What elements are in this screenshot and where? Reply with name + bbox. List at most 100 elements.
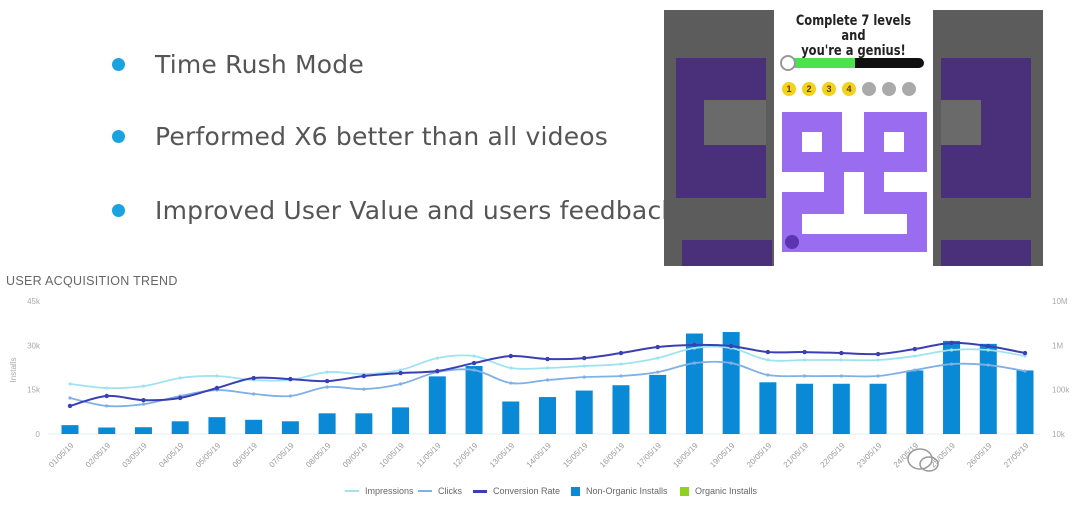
point-impressions [656,356,660,360]
y-tick-label: 30k [27,341,41,350]
ball [785,235,799,249]
point-clicks [692,361,697,365]
y2-tick-label: 10k [1052,430,1066,439]
y-axis-label: Installs [9,358,18,383]
bar-non-organic-installs [428,376,446,434]
y2-tick-label: 100k [1052,386,1070,395]
game-title: Complete 7 levels and you're a genius! [788,14,918,59]
point-conversion-rate [875,351,881,357]
x-tick-label: 19/05/19 [708,441,737,470]
legend-label: Impressions [365,486,414,496]
x-tick-label: 20/05/19 [745,441,774,470]
point-conversion-rate [104,393,109,399]
point-impressions [839,358,843,362]
x-tick-label: 12/05/19 [451,441,480,470]
level-badge [882,82,896,96]
point-impressions [692,346,697,350]
point-impressions [545,366,550,370]
legend-conversion-rate[interactable]: Conversion Rate [473,486,560,496]
point-impressions [178,376,182,380]
point-conversion-rate [324,378,330,384]
point-clicks [398,382,403,386]
point-clicks [766,373,770,377]
point-impressions [582,364,586,368]
game-title-line: you're a genius! [801,43,906,59]
x-tick-label: 17/05/19 [635,441,664,470]
maze-board [782,112,927,252]
point-clicks [472,368,476,372]
point-impressions [876,358,880,362]
point-conversion-rate [67,403,73,409]
point-conversion-rate [839,350,844,356]
point-clicks [545,378,550,382]
level-badge [902,82,916,96]
progress-bar [786,58,924,68]
legend-label: Non-Organic Installs [586,486,668,496]
bullet-text: Improved User Value and users feedback [155,196,677,225]
point-conversion-rate [655,344,660,350]
game-title-line: Complete 7 levels and [795,13,912,44]
x-tick-label: 14/05/19 [525,441,554,470]
point-conversion-rate [618,350,624,356]
point-conversion-rate [471,360,477,366]
legend-label: Conversion Rate [493,486,561,496]
bar-non-organic-installs [98,427,116,434]
legend-label: Clicks [438,486,462,496]
progress-fill [786,58,855,68]
point-clicks [252,392,256,396]
x-tick-label: 27/05/19 [1002,441,1031,470]
y-tick-label: 45k [27,297,41,306]
level-badge [862,82,876,96]
bar-non-organic-installs [245,419,263,434]
x-tick-label: 09/05/19 [341,441,370,470]
bar-non-organic-installs [832,383,850,434]
legend-organic-installs[interactable]: Organic Installs [680,486,757,496]
point-impressions [325,370,329,374]
point-conversion-rate [251,375,256,381]
game-panel: Complete 7 levels and you're a genius! 1… [774,10,933,266]
bar-non-organic-installs [575,390,593,434]
bar-non-organic-installs [979,343,997,434]
x-tick-label: 22/05/19 [818,441,847,470]
x-tick-label: 01/05/19 [47,441,76,470]
bar-non-organic-installs [759,382,777,434]
bar-non-organic-installs [134,427,152,434]
legend-impressions[interactable]: Impressions [345,486,414,496]
point-clicks [362,387,366,391]
bullet-item: Improved User Value and users feedback [112,196,676,225]
point-impressions [509,366,513,370]
point-clicks [509,381,513,385]
bullet-text: Performed X6 better than all videos [155,122,608,151]
bar-non-organic-installs [906,370,924,434]
point-conversion-rate [508,353,513,359]
point-conversion-rate [288,376,293,382]
point-impressions [1023,354,1027,358]
point-conversion-rate [986,343,991,349]
point-impressions [435,356,439,360]
point-impressions [398,368,403,372]
bar-non-organic-installs [869,383,887,434]
point-impressions [803,358,807,362]
point-conversion-rate [141,397,146,403]
x-tick-label: 02/05/19 [84,441,113,470]
bar-non-organic-installs [539,397,556,434]
x-tick-label: 26/05/19 [965,441,994,470]
x-tick-label: 06/05/19 [231,441,260,470]
point-conversion-rate [214,385,220,391]
x-tick-label: 03/05/19 [120,441,149,470]
x-tick-label: 10/05/19 [378,441,407,470]
x-tick-label: 16/05/19 [598,441,627,470]
x-tick-label: 11/05/19 [415,441,443,469]
bar-non-organic-installs [208,417,226,434]
point-clicks [325,385,329,389]
bar-non-organic-installs [685,333,703,434]
point-conversion-rate [435,368,440,374]
x-tick-label: 13/05/19 [488,441,517,470]
x-tick-label: 05/05/19 [194,441,223,470]
legend-non-organic-installs[interactable]: Non-Organic Installs [571,486,668,496]
legend-clicks[interactable]: Clicks [418,486,462,496]
point-clicks [949,362,954,366]
point-clicks [803,374,807,378]
y-tick-label: 0 [36,430,41,439]
bar-non-organic-installs [318,413,336,434]
